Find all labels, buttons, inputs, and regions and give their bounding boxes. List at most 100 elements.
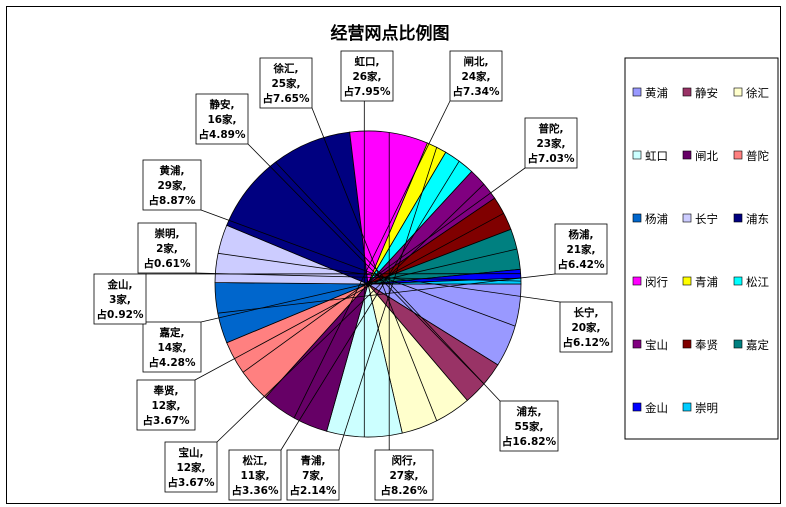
data-label-box: [142, 321, 202, 373]
data-label-8: 长宁, 20家, 占6.12%: [559, 301, 613, 353]
data-label-text: 26家,: [352, 70, 381, 83]
data-label-17: 崇明, 2家, 占0.61%: [137, 222, 197, 274]
data-label-text: 嘉定,: [159, 326, 185, 339]
legend-item-12: 松江: [733, 275, 769, 289]
legend-label: 宝山: [645, 338, 668, 352]
data-label-text: 占7.95%: [344, 85, 391, 98]
data-label-text: 长宁,: [574, 306, 599, 319]
data-label-text: 占6.42%: [558, 258, 605, 271]
legend-item-8: 长宁: [682, 212, 718, 226]
data-label-text: 杨浦,: [569, 228, 594, 241]
legend-swatch: [682, 213, 692, 223]
data-label-text: 徐汇,: [273, 62, 299, 75]
data-label-text: 奉贤,: [153, 384, 179, 397]
data-label-text: 25家,: [271, 77, 300, 90]
data-label-15: 嘉定, 14家, 占4.28%: [142, 321, 202, 373]
data-label-text: 占16.82%: [502, 435, 557, 448]
data-label-box: [136, 379, 196, 431]
data-label-box: [499, 400, 559, 452]
data-label-16: 金山, 3家, 占0.92%: [93, 273, 147, 325]
legend-swatch: [682, 276, 692, 286]
data-label-text: 7家,: [302, 469, 324, 482]
legend-item-17: 崇明: [682, 401, 718, 415]
legend-label: 杨浦: [645, 212, 668, 226]
legend-swatch: [733, 276, 743, 286]
leader-line-17: [195, 272, 522, 282]
legend-item-16: 金山: [632, 401, 668, 415]
pie-slices: [214, 130, 522, 438]
data-label-text: 占0.61%: [144, 257, 191, 270]
legend-label: 奉贤: [695, 338, 718, 352]
legend-swatch: [682, 150, 692, 160]
data-label-text: 29家,: [157, 179, 186, 192]
data-label-text: 3家,: [109, 293, 131, 306]
data-label-5: 闸北, 24家, 占7.34%: [449, 50, 503, 102]
data-label-box: [524, 117, 578, 169]
legend-item-13: 宝山: [632, 338, 668, 352]
leader-line-13: [216, 183, 485, 443]
legend-item-1: 黄浦: [632, 86, 668, 100]
data-label-box: [449, 50, 503, 102]
data-label-text: 占4.28%: [149, 356, 196, 369]
legend-swatch: [682, 87, 692, 97]
leader-line-2: [247, 143, 485, 385]
leader-line-1: [200, 209, 516, 327]
data-label-box: [137, 222, 197, 274]
data-label-box: [164, 441, 218, 493]
legend-swatch: [632, 150, 642, 160]
data-label-box: [554, 223, 608, 275]
legend-item-2: 静安: [682, 86, 718, 100]
data-label-box: [195, 93, 249, 145]
data-label-box: [93, 273, 147, 325]
data-label-4: 虹口, 26家, 占7.95%: [340, 50, 394, 102]
data-label-box: [259, 57, 313, 109]
data-label-text: 闸北,: [464, 55, 489, 68]
data-label-text: 浦东,: [517, 405, 542, 418]
legend-label: 长宁: [695, 212, 718, 226]
legend-label: 青浦: [695, 275, 718, 289]
legend-label: 普陀: [746, 149, 769, 163]
data-label-text: 12家,: [151, 399, 180, 412]
data-label-box: [142, 159, 202, 211]
legend-swatch: [733, 87, 743, 97]
legend-label: 崇明: [695, 401, 718, 415]
data-label-text: 20家,: [571, 321, 600, 334]
data-label-box: [340, 50, 394, 102]
data-label-text: 静安,: [210, 98, 235, 111]
leader-line-11: [338, 147, 438, 451]
data-label-box: [228, 449, 282, 501]
legend-item-4: 虹口: [632, 149, 668, 163]
data-label-6: 普陀, 23家, 占7.03%: [524, 117, 578, 169]
legend-label: 徐汇: [746, 86, 769, 100]
leader-line-12: [280, 160, 460, 451]
data-label-13: 宝山, 12家, 占3.67%: [164, 441, 218, 493]
data-label-text: 占0.92%: [97, 308, 144, 321]
data-label-text: 23家,: [536, 137, 565, 150]
legend-swatch: [682, 339, 692, 349]
data-label-text: 12家,: [176, 461, 205, 474]
legend-label: 静安: [695, 86, 718, 100]
data-label-text: 宝山,: [179, 446, 204, 459]
pie-slice-9: [226, 131, 369, 285]
legend-label: 虹口: [645, 149, 668, 163]
legend-label: 金山: [645, 401, 668, 415]
data-label-10: 闵行, 27家, 占8.26%: [374, 449, 434, 501]
data-label-text: 占2.14%: [290, 484, 337, 497]
legend-label: 闵行: [645, 275, 668, 289]
legend-item-11: 青浦: [682, 275, 718, 289]
data-label-9: 浦东, 55家, 占16.82%: [499, 400, 559, 452]
data-label-3: 徐汇, 25家, 占7.65%: [259, 57, 313, 109]
leader-line-5: [293, 100, 451, 419]
legend-swatch: [733, 339, 743, 349]
data-label-text: 占8.87%: [149, 194, 196, 207]
data-label-text: 占7.65%: [263, 92, 310, 105]
data-label-text: 占3.67%: [143, 414, 190, 427]
data-label-text: 占7.34%: [453, 85, 500, 98]
data-label-2: 静安, 16家, 占4.89%: [195, 93, 249, 145]
data-label-text: 2家,: [156, 242, 178, 255]
data-label-text: 24家,: [461, 70, 490, 83]
data-label-text: 松江,: [243, 454, 268, 467]
data-label-11: 青浦, 7家, 占2.14%: [286, 449, 340, 501]
